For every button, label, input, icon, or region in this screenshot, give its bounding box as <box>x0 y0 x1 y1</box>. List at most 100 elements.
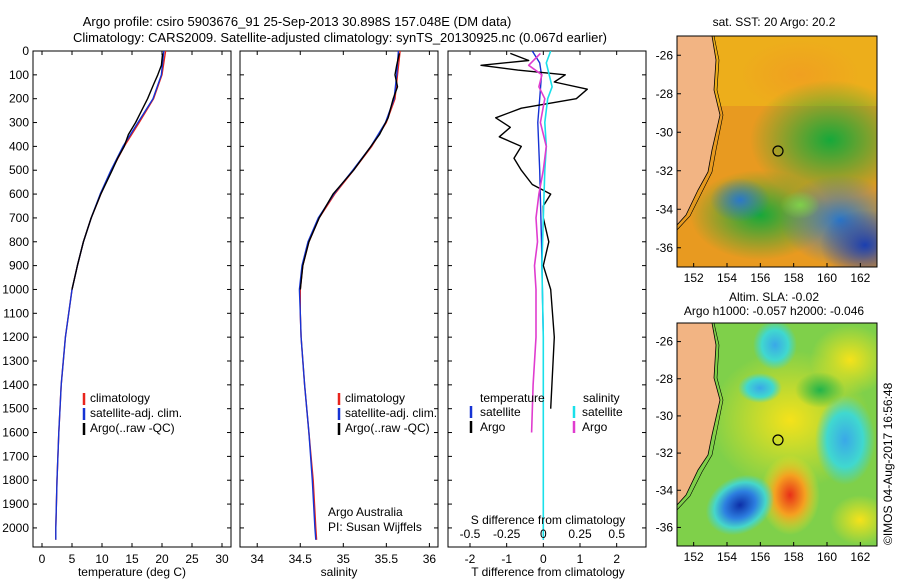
x-tick-label: 36 <box>423 552 437 566</box>
temperature-lines <box>55 51 167 540</box>
y-tick-label: 400 <box>9 139 29 153</box>
lat-tick-label: -36 <box>656 241 674 255</box>
lon-tick-label: 152 <box>684 271 704 285</box>
lon-tick-label: 158 <box>784 550 804 564</box>
y-tick-label: 1300 <box>2 354 29 368</box>
lat-tick-label: -28 <box>656 87 674 101</box>
sla-map-frame <box>676 322 878 547</box>
lon-tick-label: 156 <box>750 550 770 564</box>
y-tick-label: 1700 <box>2 449 29 463</box>
x-tick-label: 10 <box>95 552 109 566</box>
sla-yellow-patch-south <box>830 495 877 545</box>
y-tick-label: 100 <box>9 68 29 82</box>
salinity-annotation-line1: Argo Australia <box>328 505 403 519</box>
y-tick-label: 1100 <box>3 306 29 320</box>
lon-tick-label: 152 <box>684 550 704 564</box>
x-tick-label: 25 <box>185 552 199 566</box>
sst-map-panel: sat. SST: 20 Argo: 20.2 152 154 156 158 160 1… <box>656 15 878 285</box>
series-line-temperature-argo <box>480 52 588 409</box>
lon-tick-label: 154 <box>717 271 737 285</box>
lon-tick-label: 160 <box>817 550 837 564</box>
difference-panel: -2 -1 0 1 2 temperature salinity satellite A… <box>447 50 647 579</box>
lon-tick-label: 154 <box>717 550 737 564</box>
salinity-diff-tick-label: 0 <box>540 527 547 541</box>
y-tick-label: 2000 <box>2 521 29 535</box>
y-tick-label: 1800 <box>2 473 29 487</box>
series-line-salinity-argo <box>527 52 548 433</box>
lat-tick-label: -32 <box>656 164 674 178</box>
x-tick-label: 35.5 <box>375 552 399 566</box>
sla-cyan-eddy-west <box>738 373 782 403</box>
legend-label-argo: Argo(..raw -QC) <box>345 421 430 435</box>
y-tick-label: 600 <box>9 187 29 201</box>
salinity-annotation-line2: PI: Susan Wijffels <box>328 520 422 534</box>
salinity-panel: 34 34.5 35 35.5 36 climatology satellite-adj… <box>239 50 439 579</box>
salinity-diff-tick-label: 0.25 <box>568 527 592 541</box>
difference-axes-frame <box>447 50 647 548</box>
x-tick-label: 35 <box>337 552 351 566</box>
x-tick-label: 15 <box>125 552 139 566</box>
temperature-axes-frame <box>32 50 232 548</box>
sst-light-green-patch <box>780 191 820 219</box>
sla-map-ticks: 152 154 156 158 160 162 -26 -28 -30 -32 -34 -36 <box>656 335 871 564</box>
y-tick-label: 800 <box>9 235 29 249</box>
sla-map-title-line1: Altim. SLA: -0.02 <box>729 290 819 304</box>
lat-tick-label: -28 <box>656 372 674 386</box>
sst-deep-blue-patch <box>820 210 877 267</box>
difference-legend: temperature salinity satellite Argo sate… <box>469 391 623 434</box>
sst-map-title: sat. SST: 20 Argo: 20.2 <box>713 15 836 29</box>
y-tick-label: 1500 <box>2 402 29 416</box>
salinity-axes-frame <box>239 50 439 548</box>
y-tick-label: 300 <box>9 116 29 130</box>
sla-cyan-eddy-north <box>753 323 797 370</box>
salinity-xlabel: salinity <box>321 565 358 579</box>
sst-map-frame <box>676 35 878 268</box>
australia-land <box>677 323 720 505</box>
legend-label-salinity-argo: Argo <box>582 420 608 434</box>
legend-label-climatology: climatology <box>90 391 150 405</box>
salinity-diff-tick-label: 0.5 <box>608 527 625 541</box>
sla-cyan-eddy-east <box>815 395 875 485</box>
x-tick-label: -1 <box>501 552 512 566</box>
lon-tick-label: 160 <box>817 271 837 285</box>
sla-red-eddy <box>760 455 820 535</box>
legend-label-temperature-argo: Argo <box>480 420 506 434</box>
series-line-argo-raw-qc- <box>299 53 400 290</box>
difference-xlabel: T difference from climatology <box>471 565 625 579</box>
legend-label-satellite: satellite-adj. clim. <box>90 406 182 420</box>
sla-map-panel: Altim. SLA: -0.02 Argo h1000: -0.057 h20… <box>656 290 878 564</box>
temperature-panel: 0100200300400500600700800900100011001200… <box>2 44 232 579</box>
y-tick-label: 0 <box>22 44 29 58</box>
copyright-timestamp: ©IMOS 04-Aug-2017 16:56:48 <box>881 382 895 545</box>
x-tick-label: 1 <box>577 552 584 566</box>
difference-salinity-ticklabels: -0.5 -0.25 0 0.25 0.5 <box>460 527 626 541</box>
temperature-legend: climatology satellite-adj. clim. Argo(..… <box>82 391 182 435</box>
sla-map-title-line2: Argo h1000: -0.057 h2000: -0.046 <box>684 304 864 318</box>
difference-salinity-xlabel: S difference from climatology <box>471 513 626 527</box>
y-tick-label: 1000 <box>2 282 29 296</box>
lat-tick-label: -30 <box>656 125 674 139</box>
lon-tick-label: 162 <box>850 550 870 564</box>
sla-map-field <box>677 323 877 546</box>
y-tick-label: 1200 <box>2 330 29 344</box>
coastline <box>677 323 721 506</box>
series-line-argo-raw-qc- <box>71 53 164 290</box>
difference-lines <box>480 51 588 540</box>
legend-label-climatology: climatology <box>345 391 405 405</box>
lat-tick-label: -32 <box>656 446 674 460</box>
lon-tick-label: 158 <box>784 271 804 285</box>
legend-label-satellite: satellite-adj. clim. <box>345 406 437 420</box>
x-tick-label: -2 <box>465 552 476 566</box>
lat-tick-label: -30 <box>656 409 674 423</box>
x-tick-label: 20 <box>155 552 169 566</box>
legend-title-temperature: temperature <box>480 391 545 405</box>
legend-title-salinity: salinity <box>583 391 620 405</box>
sla-blue-eddy <box>705 474 775 536</box>
y-tick-label: 1600 <box>2 426 29 440</box>
lon-tick-label: 156 <box>750 271 770 285</box>
coastline <box>677 36 721 226</box>
temperature-xlabel: temperature (deg C) <box>78 565 186 579</box>
salinity-diff-tick-label: -0.5 <box>460 527 481 541</box>
x-tick-label: 5 <box>69 552 76 566</box>
